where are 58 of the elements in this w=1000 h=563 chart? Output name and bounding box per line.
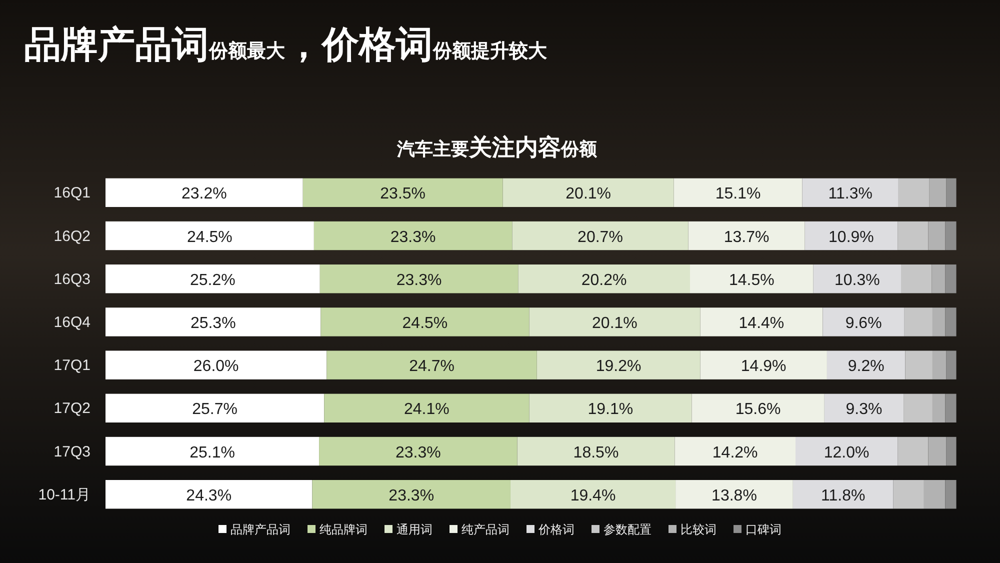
data-label: 10.3% <box>834 272 880 289</box>
data-label: 9.6% <box>845 314 882 332</box>
data-label: 9.2% <box>848 358 884 376</box>
data-label: 24.5% <box>187 228 232 246</box>
data-label: 9.3% <box>846 401 882 418</box>
y-tick-label: 16Q2 <box>54 228 90 245</box>
data-label: 24.7% <box>409 358 454 376</box>
data-label: 10.9% <box>828 228 874 246</box>
data-label: 25.7% <box>192 401 238 418</box>
data-label: 19.1% <box>588 401 634 418</box>
data-label: 14.4% <box>738 314 784 332</box>
data-label: 18.5% <box>573 444 619 462</box>
data-label: 13.8% <box>712 487 757 504</box>
legend-label: 价格词 <box>538 522 574 536</box>
data-label: 24.1% <box>404 401 450 418</box>
data-label: 23.3% <box>395 444 441 462</box>
data-label: 11.3% <box>828 186 872 203</box>
chart-subtitle: 汽车主要关注内容份额 <box>396 134 598 160</box>
chart-title: 品牌产品词份额最大，价格词份额提升较大 <box>24 24 548 65</box>
legend-label: 比较词 <box>680 522 716 536</box>
data-label: 20.1% <box>566 186 612 203</box>
data-label: 15.1% <box>715 186 761 203</box>
data-label: 26.0% <box>193 358 239 376</box>
data-label: 19.4% <box>570 487 616 504</box>
data-label: 24.3% <box>186 487 232 504</box>
data-label: 23.3% <box>396 272 442 289</box>
data-label: 20.1% <box>592 314 638 332</box>
legend-label: 通用词 <box>396 522 432 536</box>
data-label: 14.2% <box>712 444 758 462</box>
data-label: 25.1% <box>190 444 235 462</box>
legend-label: 参数配置 <box>604 522 652 536</box>
data-label: 23.3% <box>388 487 434 504</box>
data-label: 24.5% <box>402 314 448 332</box>
data-label: 25.3% <box>190 314 236 332</box>
data-label: 20.7% <box>578 228 623 246</box>
data-label: 23.2% <box>182 186 227 203</box>
y-tick-label: 10-11月 <box>38 486 90 504</box>
data-label: 25.2% <box>190 272 236 289</box>
y-tick-label: 17Q2 <box>54 400 90 418</box>
y-tick-label: 17Q3 <box>54 443 90 460</box>
data-label: 23.3% <box>390 228 436 246</box>
data-label: 12.0% <box>824 444 870 462</box>
data-label: 14.9% <box>740 358 786 376</box>
y-tick-label: 16Q4 <box>54 314 90 331</box>
legend-label: 纯产品词 <box>462 522 510 536</box>
data-label: 11.8% <box>821 487 866 504</box>
y-tick-label: 16Q1 <box>54 184 90 202</box>
legend-label: 口碑词 <box>746 522 782 536</box>
data-label: 20.2% <box>581 272 627 289</box>
data-label: 23.5% <box>380 186 426 203</box>
legend-label: 纯品牌词 <box>320 522 368 536</box>
data-label: 13.7% <box>724 228 770 246</box>
y-tick-label: 17Q1 <box>54 357 90 374</box>
data-label: 19.2% <box>596 358 642 376</box>
data-label: 15.6% <box>735 401 781 418</box>
legend-label: 品牌产品词 <box>230 522 290 536</box>
y-tick-label: 16Q3 <box>54 270 90 288</box>
data-label: 14.5% <box>728 272 774 289</box>
